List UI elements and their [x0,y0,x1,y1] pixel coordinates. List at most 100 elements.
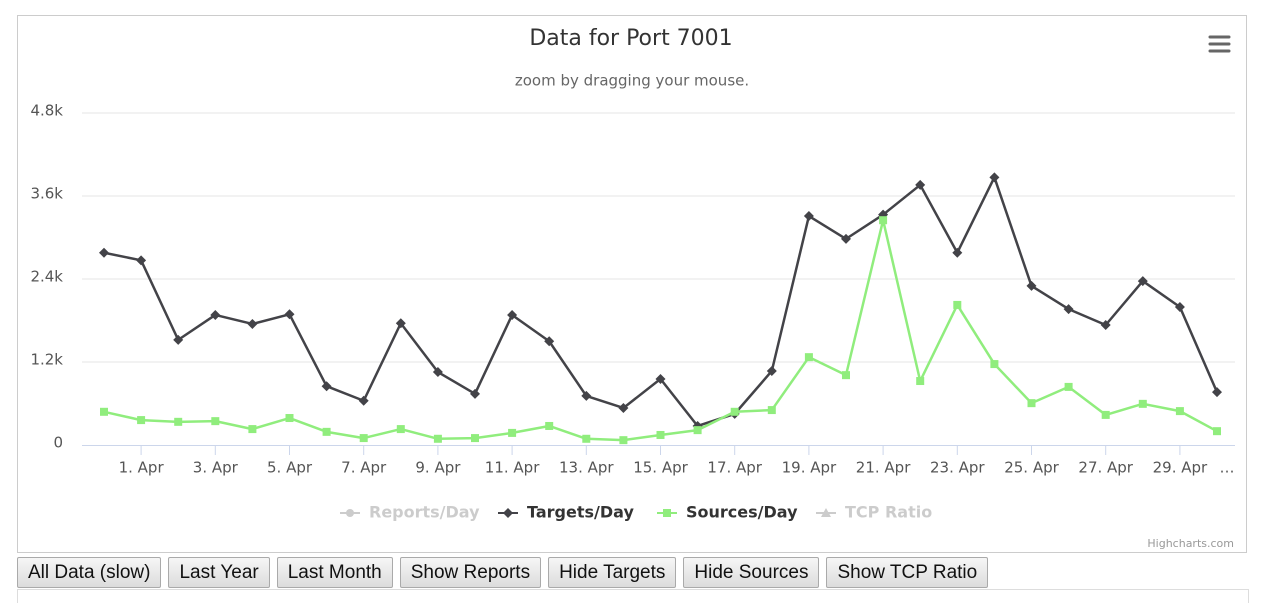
marker [396,425,405,434]
marker [433,434,442,443]
x-tick-label: 1. Apr [119,459,165,477]
marker [663,509,671,517]
marker [989,172,1000,183]
marker [284,309,295,320]
marker [730,407,739,416]
marker [1100,319,1111,330]
button[interactable]: Last Month [276,557,393,588]
button[interactable]: Show TCP Ratio [826,557,989,588]
x-tick-label: 15. Apr [633,459,688,477]
chart-frame [17,15,1247,553]
button[interactable]: Hide Targets [548,557,677,588]
marker [916,377,925,386]
marker [210,309,221,320]
marker [508,428,517,437]
marker [470,388,480,399]
y-tick-label: 3.6k [30,185,63,203]
chart: Data for Port 7001 zoom by dragging your… [17,15,1247,553]
legend-item[interactable]: Reports/Day [340,503,480,522]
marker [821,508,831,517]
marker [693,426,702,435]
marker [582,434,591,443]
marker [581,390,592,401]
y-tick-label: 2.4k [30,268,63,286]
marker [842,371,850,380]
y-tick-label: 0 [53,434,63,452]
x-tick-label: 19. Apr [782,459,837,477]
button[interactable]: Hide Sources [683,557,820,588]
marker [1137,276,1148,287]
marker [1138,399,1147,408]
marker [395,318,406,329]
marker [137,416,146,425]
menu-icon[interactable] [1208,35,1231,53]
marker [952,247,963,258]
marker [248,425,257,434]
marker [545,421,554,430]
legend-item[interactable]: Targets/Day [498,503,634,522]
credit[interactable]: Highcharts.com [1147,537,1234,550]
x-tick-label: 9. Apr [415,459,461,477]
marker [803,211,814,222]
marker [322,427,331,436]
marker [990,360,999,369]
legend-label: TCP Ratio [845,503,932,522]
marker [173,334,184,345]
button[interactable]: Show Reports [399,557,542,588]
x-tick-label: 25. Apr [1004,459,1059,477]
marker [804,353,813,362]
legend-label: Sources/Day [686,503,798,522]
x-tick-label: 5. Apr [267,459,313,477]
marker [766,365,777,376]
marker [503,508,513,518]
button-bar: All Data (slow) Last Year Last Month Show R… [17,557,989,588]
marker [100,407,108,416]
marker [432,367,443,378]
legend-item[interactable]: Sources/Day [657,503,798,522]
marker [656,430,665,439]
x-tick-label: 17. Apr [707,459,762,477]
marker [1213,427,1221,436]
x-tick-label: 13. Apr [559,459,614,477]
legend-label: Reports/Day [369,503,480,522]
x-tick-label: 29. Apr [1153,459,1208,477]
y-tick-label: 4.8k [30,102,63,120]
marker [346,509,354,517]
marker [507,309,518,320]
button[interactable]: All Data (slow) [17,557,162,588]
marker [1175,407,1184,416]
marker [544,336,555,347]
marker [619,436,628,445]
marker [1101,410,1110,419]
button[interactable]: Last Year [168,557,270,588]
marker [879,216,888,225]
marker [99,247,109,258]
marker [321,381,332,392]
x-tick-label: 7. Apr [341,459,387,477]
marker [1026,280,1037,291]
marker [1063,304,1074,315]
marker [767,406,776,415]
x-tick-label: 21. Apr [856,459,911,477]
marker [285,414,294,423]
marker [841,233,851,244]
x-tick-label: 23. Apr [930,459,985,477]
marker [471,434,479,443]
marker [247,318,258,329]
marker [1064,382,1073,391]
legend-item[interactable]: TCP Ratio [816,503,932,522]
x-tick-label: 11. Apr [485,459,540,477]
marker [915,179,926,190]
legend-label: Targets/Day [527,503,634,522]
marker [1212,387,1222,398]
y-tick-label: 1.2k [30,351,63,369]
marker [211,417,220,426]
x-tick-label: … [1220,459,1235,477]
marker [359,434,368,443]
x-tick-label: 27. Apr [1078,459,1133,477]
marker [618,402,629,413]
chart-subtitle: zoom by dragging your mouse. [515,72,749,90]
marker [1027,399,1036,408]
chart-title: Data for Port 7001 [529,26,732,51]
